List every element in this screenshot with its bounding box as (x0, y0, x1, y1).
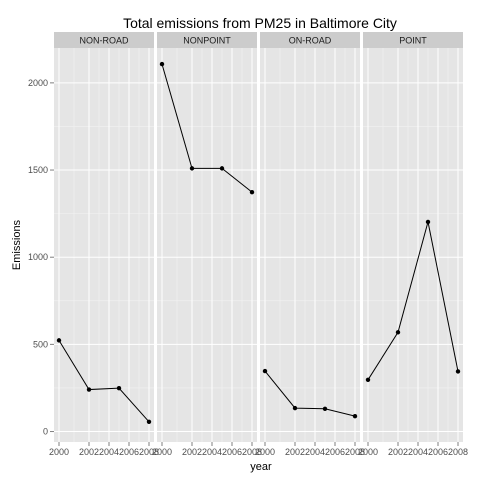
facet-strip-label: POINT (399, 36, 427, 46)
y-axis: 0 500 1000 1500 2000 (28, 78, 54, 437)
x-tick-label: 2002 (79, 447, 99, 457)
data-point (353, 414, 357, 418)
x-tick-label: 2004 (305, 447, 325, 457)
chart-title: Total emissions from PM25 in Baltimore C… (123, 15, 397, 31)
data-point (147, 420, 151, 424)
x-tick-label: 2006 (222, 447, 242, 457)
x-axis-title: year (250, 461, 272, 473)
data-point (366, 378, 370, 382)
facet-point: POINT 2000 2002 2004 2006 2008 (358, 32, 468, 457)
data-point (456, 369, 460, 373)
data-point (57, 338, 61, 342)
data-point (263, 369, 267, 373)
data-point (87, 387, 91, 391)
y-tick-label: 500 (33, 339, 48, 349)
x-tick-label: 2002 (285, 447, 305, 457)
x-tick-label: 2000 (255, 447, 275, 457)
facet-strip-label: NONPOINT (183, 36, 231, 46)
x-tick-label: 2000 (49, 447, 69, 457)
data-point (426, 220, 430, 224)
data-point (323, 407, 327, 411)
x-tick-label: 2004 (99, 447, 119, 457)
facet-strip-label: NON-ROAD (80, 36, 129, 46)
data-point (160, 62, 164, 66)
data-point (250, 190, 254, 194)
x-tick-label: 2004 (202, 447, 222, 457)
data-point (396, 330, 400, 334)
y-tick-label: 0 (43, 427, 48, 437)
x-tick-label: 2000 (358, 447, 378, 457)
data-point (190, 166, 194, 170)
data-point (220, 166, 224, 170)
y-axis-title: Emissions (11, 219, 23, 270)
data-point (293, 406, 297, 410)
x-tick-label: 2006 (119, 447, 139, 457)
x-tick-label: 2002 (388, 447, 408, 457)
y-tick-label: 1500 (28, 165, 48, 175)
x-tick-label: 2004 (408, 447, 428, 457)
x-tick-label: 2006 (428, 447, 448, 457)
facet-strip-label: ON-ROAD (289, 36, 332, 46)
x-tick-label: 2006 (325, 447, 345, 457)
x-tick-label: 2002 (182, 447, 202, 457)
x-tick-label: 2000 (152, 447, 172, 457)
x-tick-label: 2008 (448, 447, 468, 457)
data-point (117, 386, 121, 390)
y-tick-label: 1000 (28, 252, 48, 262)
y-tick-label: 2000 (28, 78, 48, 88)
